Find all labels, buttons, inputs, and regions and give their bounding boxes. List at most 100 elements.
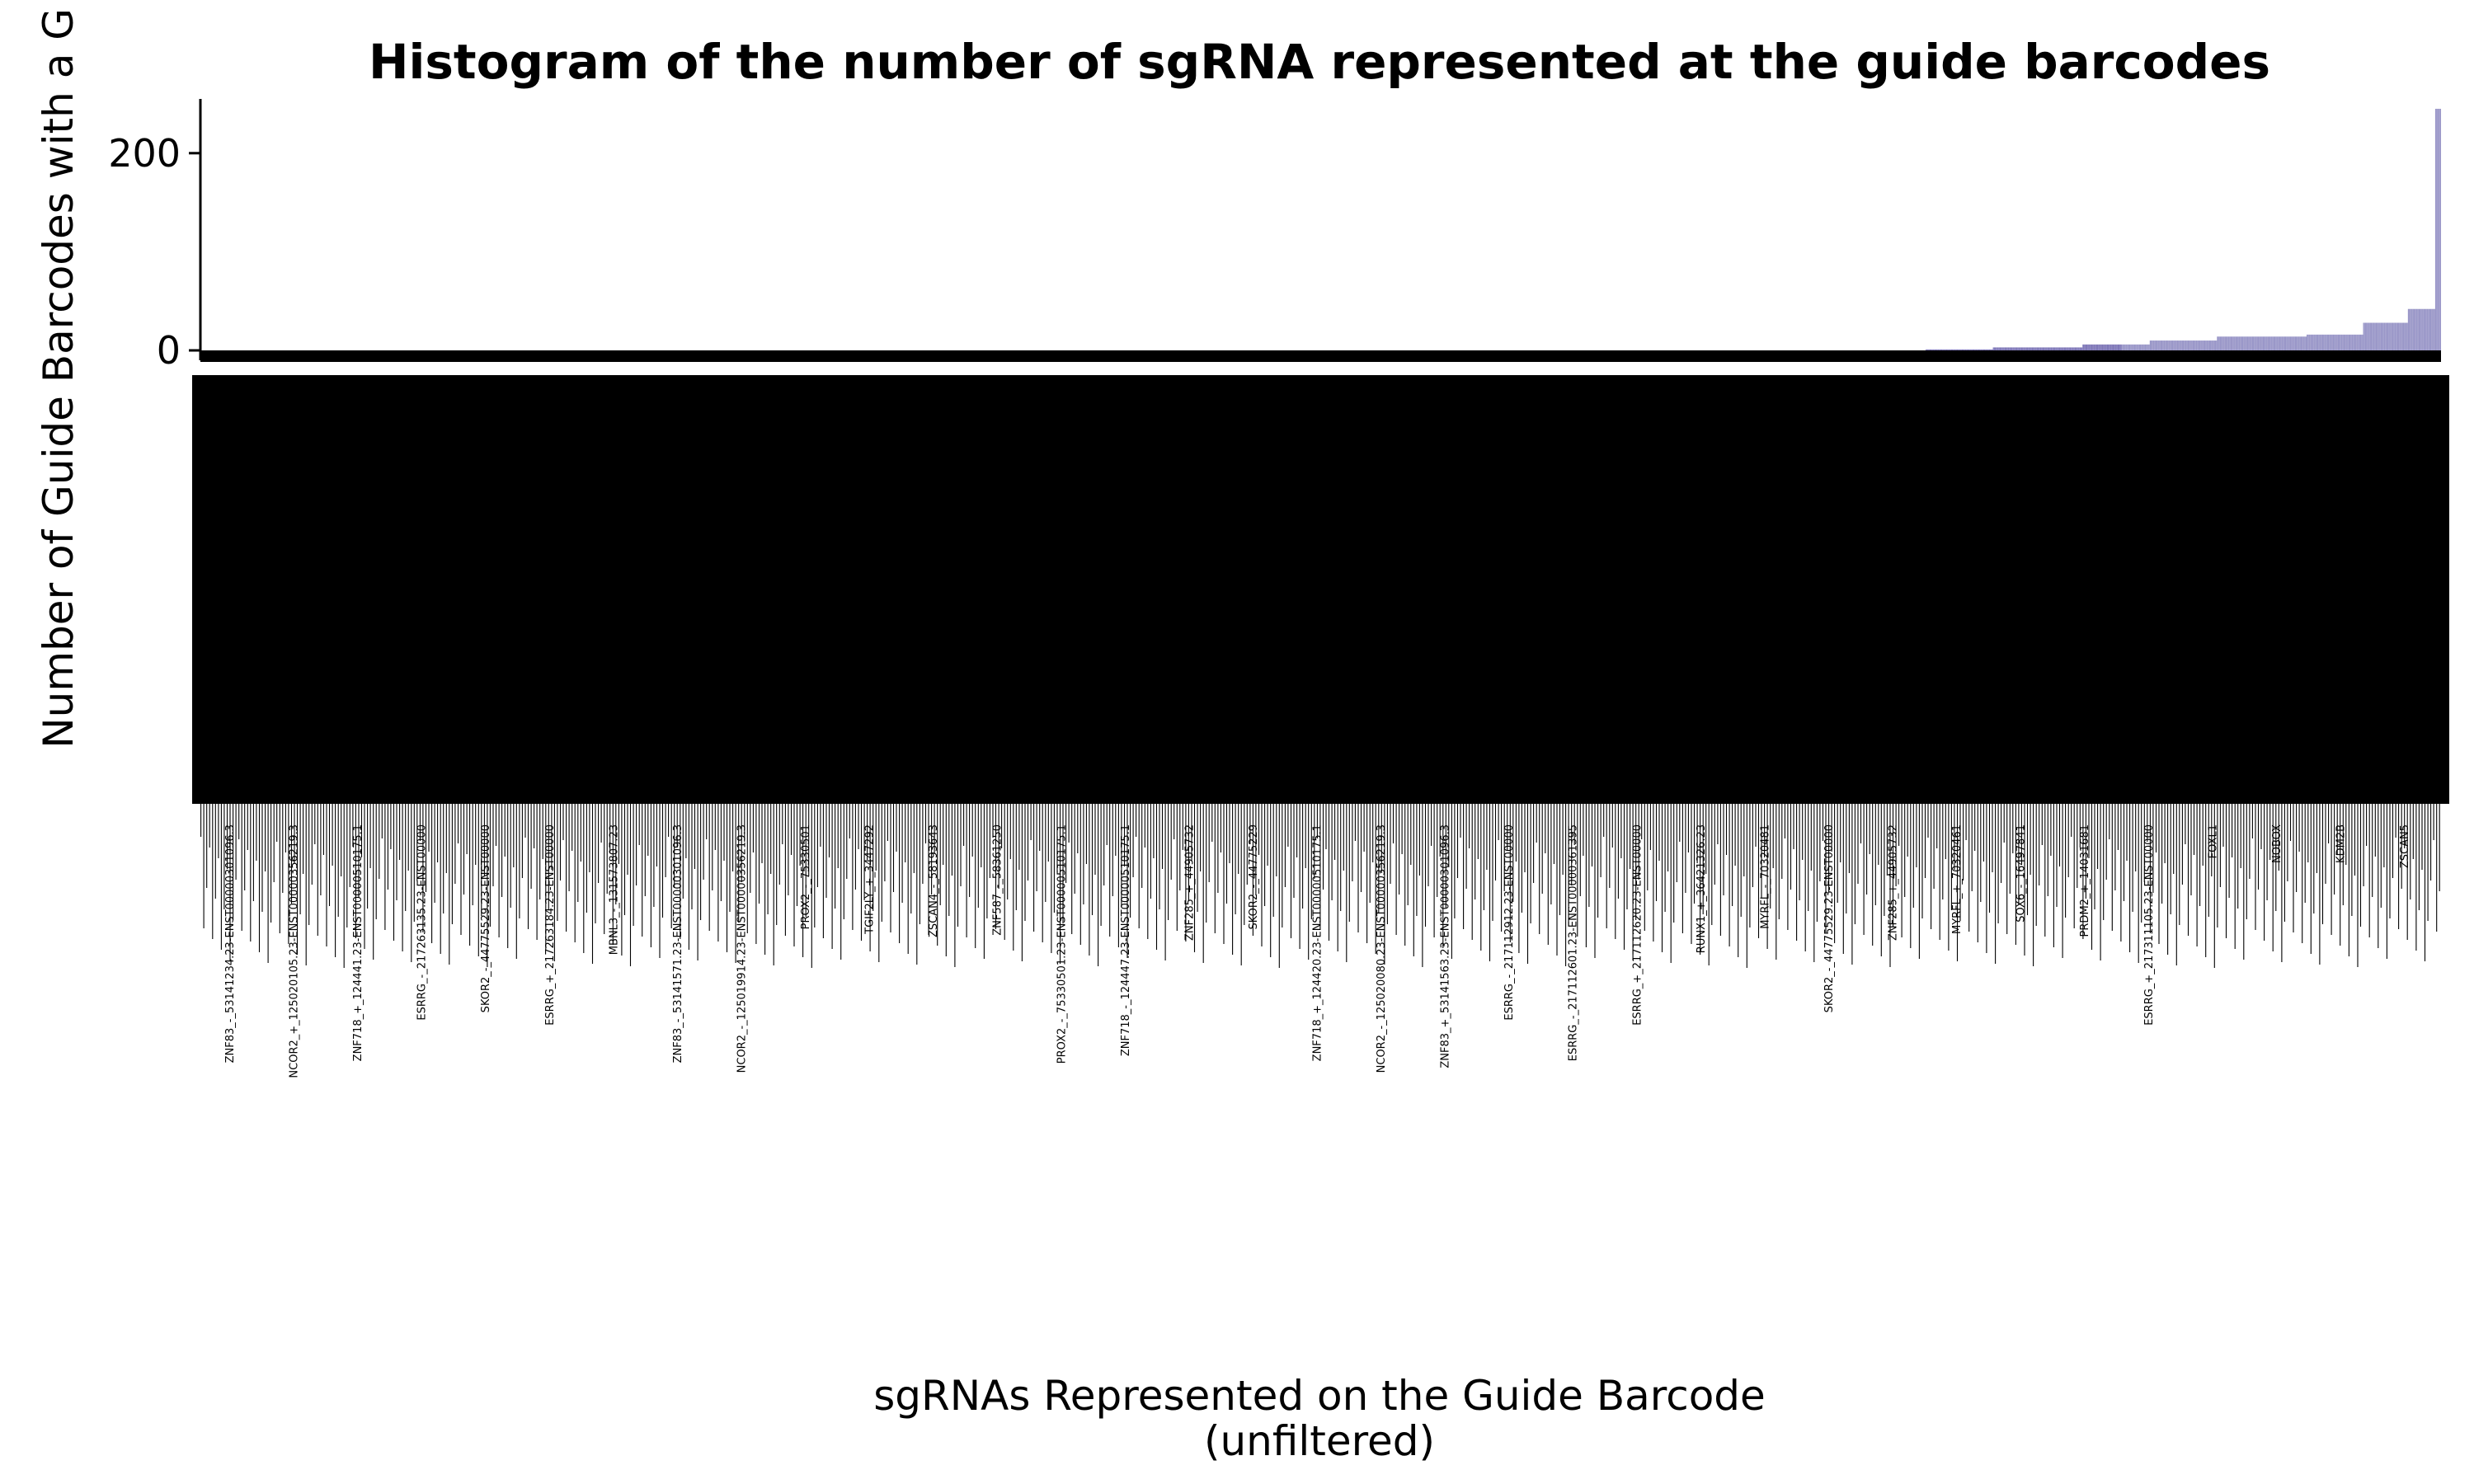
bar <box>2181 340 2183 350</box>
bar <box>2147 344 2149 350</box>
bar <box>2110 344 2112 350</box>
bar <box>2305 336 2307 350</box>
bar <box>2241 336 2243 350</box>
overlapping-tick-labels-mass <box>192 375 2449 804</box>
bar <box>2236 336 2238 350</box>
x-category-label: NCOR2_+_125020105.23-ENST00000356219.3 <box>289 824 301 1078</box>
bar <box>2400 322 2401 350</box>
bar <box>2308 334 2310 350</box>
bar <box>2437 108 2439 350</box>
bar <box>2106 344 2109 350</box>
bar <box>2389 322 2391 350</box>
bar <box>2337 334 2339 350</box>
bar <box>1992 347 1994 350</box>
bar <box>2205 340 2207 350</box>
bar <box>1996 347 1997 350</box>
bar <box>2126 344 2128 350</box>
bar <box>2130 344 2132 350</box>
bar <box>2103 344 2105 350</box>
bar <box>2022 347 2024 350</box>
bar <box>2412 308 2414 350</box>
bar <box>2221 336 2222 350</box>
bar <box>2190 340 2192 350</box>
bar <box>2164 340 2166 350</box>
bar <box>2373 322 2375 350</box>
bar <box>2023 347 2025 350</box>
bar <box>2124 344 2126 350</box>
bar <box>2100 344 2101 350</box>
bar <box>2243 336 2245 350</box>
x-category-label: RUNX1_+_36421326.23 <box>1696 824 1708 953</box>
bar <box>2058 347 2061 350</box>
bar <box>2300 336 2302 350</box>
bar <box>2092 344 2094 350</box>
bar <box>2148 344 2150 350</box>
bar <box>2175 340 2176 350</box>
bar <box>2266 336 2268 350</box>
bar <box>2309 334 2311 350</box>
bar <box>2262 336 2265 350</box>
x-category-label: ESRRG_+_217311105.23-ENST00000 <box>2143 824 2156 1026</box>
bar <box>2194 340 2196 350</box>
bar <box>2069 347 2072 350</box>
x-category-label: MBNL3_-_131573807.23 <box>608 824 620 955</box>
bar <box>2401 322 2402 350</box>
x-category-label: ZNF83_+_53141563.23-ENST00000301096.3 <box>1440 824 1452 1068</box>
bar <box>2272 336 2274 350</box>
bar <box>2350 334 2352 350</box>
bar <box>2128 344 2131 350</box>
bar <box>2343 334 2345 350</box>
x-category-label: ESRRG_-_217263135.23-ENST00000 <box>416 824 429 1021</box>
bar <box>2150 340 2152 350</box>
bar <box>2086 344 2088 350</box>
bar <box>2171 340 2172 350</box>
bar <box>2029 347 2030 350</box>
bar <box>2260 336 2262 350</box>
bar <box>2409 308 2411 350</box>
bar <box>2321 334 2322 350</box>
bar <box>2056 347 2058 350</box>
bar <box>2387 322 2389 350</box>
bar <box>2270 336 2272 350</box>
bar <box>2128 344 2129 350</box>
bar <box>2087 344 2089 350</box>
bar <box>2015 347 2018 350</box>
bar <box>2329 334 2331 350</box>
bar <box>2213 340 2214 350</box>
bar <box>2149 340 2151 350</box>
bar <box>2169 340 2171 350</box>
bar <box>2346 334 2348 350</box>
bar <box>2168 340 2170 350</box>
bar <box>2026 347 2029 350</box>
bar <box>2039 347 2041 350</box>
bar <box>2146 344 2147 350</box>
bar <box>2336 334 2338 350</box>
y-tick-label: 0 <box>157 328 181 373</box>
bar <box>2214 340 2217 350</box>
bar <box>2413 308 2415 350</box>
bar <box>2334 334 2335 350</box>
bar <box>2025 347 2027 350</box>
bar <box>2417 308 2419 350</box>
bar <box>2377 322 2378 350</box>
bar <box>2003 347 2005 350</box>
bar <box>2335 334 2337 350</box>
bar <box>2239 336 2241 350</box>
bar <box>2197 340 2199 350</box>
x-category-label: NCOR2_-_125019914.23-ENST00000356219.3 <box>736 824 749 1073</box>
bar <box>2429 308 2431 350</box>
bar <box>2307 334 2309 350</box>
bar <box>2382 322 2384 350</box>
bar <box>2415 308 2417 350</box>
bar <box>2304 336 2306 350</box>
bar <box>2395 322 2396 350</box>
bar <box>2259 336 2260 350</box>
bar <box>2287 336 2288 350</box>
bar <box>2367 322 2368 350</box>
bar <box>2232 336 2234 350</box>
x-category-label: ESRRG_-_217112912.23-ENST00000 <box>1503 824 1516 1021</box>
bar <box>2211 340 2213 350</box>
bar <box>2206 340 2208 350</box>
bar <box>2277 336 2279 350</box>
bar <box>2297 336 2298 350</box>
